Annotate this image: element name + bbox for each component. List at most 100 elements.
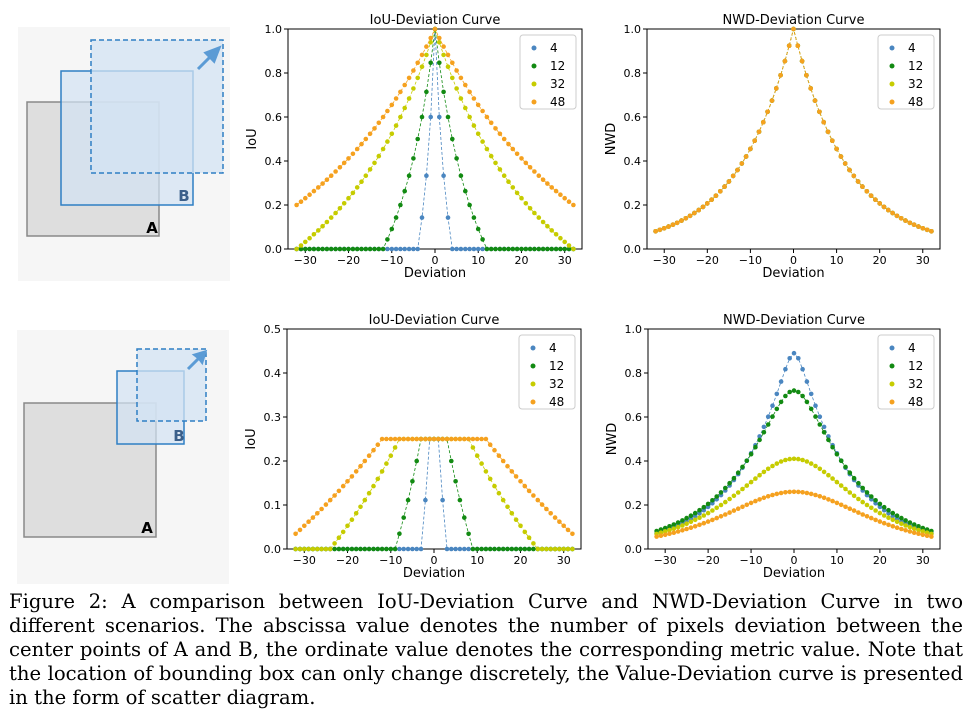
data-point [492, 546, 497, 552]
data-point [497, 131, 503, 137]
data-point [501, 246, 507, 252]
legend-label: 32 [549, 377, 564, 391]
data-point [903, 518, 908, 523]
data-point [405, 436, 411, 442]
data-point [566, 243, 572, 248]
data-point [920, 532, 926, 538]
legend-marker [889, 63, 895, 69]
data-point [662, 532, 668, 538]
data-point [398, 89, 403, 95]
legend: 4 12 32 48 [518, 334, 576, 410]
diagram-top: A B [18, 27, 230, 281]
data-point [531, 541, 536, 546]
series-48 [654, 489, 934, 539]
data-point [744, 458, 750, 464]
data-point [549, 228, 554, 233]
data-point [860, 184, 865, 189]
data-point [440, 497, 445, 503]
data-point [527, 165, 533, 170]
data-point [869, 505, 874, 511]
x-tick-label: −20 [337, 254, 360, 267]
data-point [358, 546, 363, 552]
data-point [450, 60, 455, 66]
data-point [359, 141, 364, 147]
data-point [519, 156, 524, 161]
data-point [890, 210, 895, 216]
data-point [796, 489, 801, 495]
data-point [907, 529, 913, 534]
legend-marker [530, 399, 536, 405]
x-tick-label: −20 [697, 554, 720, 567]
data-point [566, 246, 572, 252]
data-point [522, 483, 528, 489]
data-point [536, 246, 542, 252]
data-point [718, 502, 724, 508]
data-point [484, 246, 490, 252]
data-point [427, 436, 433, 442]
legend-marker [530, 363, 536, 369]
data-point [419, 114, 425, 120]
data-point [483, 436, 489, 442]
data-point [566, 199, 572, 204]
data-point [424, 89, 429, 95]
data-point [727, 510, 732, 515]
data-point [376, 120, 382, 126]
y-tick-label: 0.8 [624, 67, 642, 80]
data-point [714, 515, 719, 521]
data-point [800, 490, 805, 495]
legend-marker [889, 399, 895, 405]
data-point [405, 546, 411, 552]
data-point [710, 498, 715, 503]
data-point [457, 436, 463, 442]
data-point [671, 522, 677, 527]
data-point [302, 546, 307, 552]
data-point [907, 520, 913, 525]
data-point [522, 529, 528, 535]
data-point [731, 508, 737, 513]
chart-title: IoU-Deviation Curve [369, 313, 500, 328]
data-point [877, 519, 883, 524]
data-point [817, 466, 823, 472]
legend-label: 32 [550, 77, 565, 91]
data-point [505, 504, 510, 510]
data-point [890, 510, 896, 516]
data-point [379, 436, 385, 442]
data-point [307, 246, 312, 252]
data-point [856, 480, 861, 486]
data-point [540, 177, 546, 182]
y-tick-label: 0.1 [264, 499, 282, 512]
data-point [492, 447, 497, 453]
data-point [873, 498, 878, 503]
data-point [483, 469, 489, 474]
data-point [813, 463, 818, 469]
data-point [838, 483, 844, 488]
data-point [463, 105, 468, 111]
data-point [518, 479, 523, 484]
data-point [860, 512, 865, 517]
data-point [380, 114, 386, 120]
legend-box [877, 34, 935, 110]
data-point [799, 58, 805, 64]
data-point [722, 184, 727, 189]
data-point [561, 546, 566, 552]
x-tick-label: 10 [471, 254, 485, 267]
series-line [295, 438, 573, 550]
figure-caption: Figure 2: A comparison between IoU-Devia… [9, 590, 963, 709]
data-point [505, 546, 510, 552]
data-point [471, 215, 477, 220]
data-point [410, 436, 415, 442]
data-point [372, 246, 377, 252]
data-point [337, 206, 343, 211]
data-point [765, 414, 771, 420]
data-point [437, 60, 442, 66]
data-point [358, 463, 363, 469]
data-point [911, 530, 917, 535]
data-point [813, 492, 818, 498]
data-point [445, 52, 451, 58]
diagram-bottom: A B [17, 330, 229, 584]
data-point [830, 444, 835, 450]
data-point [480, 237, 485, 242]
data-point [532, 246, 537, 252]
arrow-icon [196, 45, 222, 71]
legend-box [877, 334, 935, 410]
